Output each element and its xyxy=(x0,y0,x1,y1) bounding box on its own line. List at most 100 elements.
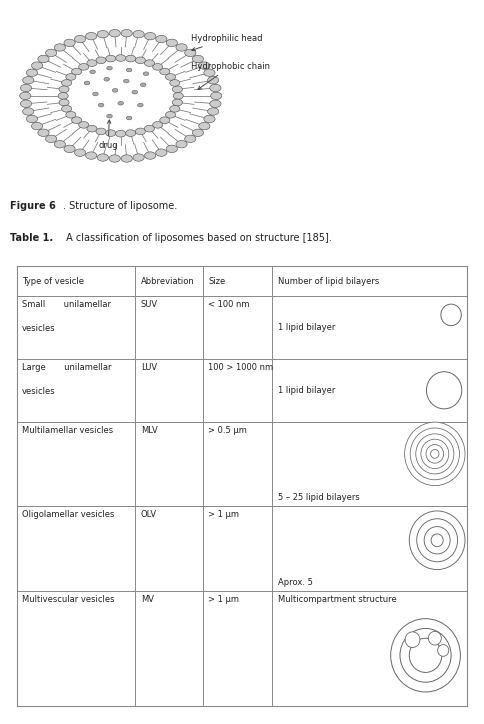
Circle shape xyxy=(64,146,75,153)
Circle shape xyxy=(400,628,451,682)
Text: SUV: SUV xyxy=(141,300,158,309)
Text: > 1 μm: > 1 μm xyxy=(208,595,239,604)
Circle shape xyxy=(26,69,38,77)
Circle shape xyxy=(98,104,104,107)
Circle shape xyxy=(59,86,69,93)
Circle shape xyxy=(121,30,132,37)
Circle shape xyxy=(116,55,126,62)
Circle shape xyxy=(75,149,86,156)
Circle shape xyxy=(152,122,163,128)
Text: Number of lipid bilayers: Number of lipid bilayers xyxy=(278,277,379,285)
Text: vesicles: vesicles xyxy=(22,324,56,333)
Circle shape xyxy=(166,39,178,46)
Circle shape xyxy=(121,155,132,162)
Circle shape xyxy=(173,93,183,99)
Circle shape xyxy=(109,155,121,162)
Text: drug: drug xyxy=(98,120,118,150)
Circle shape xyxy=(426,371,462,409)
Circle shape xyxy=(391,619,460,692)
Circle shape xyxy=(156,149,167,156)
Circle shape xyxy=(61,106,72,112)
Text: > 1 μm: > 1 μm xyxy=(208,510,239,519)
Text: A classification of liposomes based on structure [185].: A classification of liposomes based on s… xyxy=(63,233,332,243)
Circle shape xyxy=(112,88,118,92)
Circle shape xyxy=(211,92,222,100)
Circle shape xyxy=(23,108,34,115)
Circle shape xyxy=(61,80,72,86)
Circle shape xyxy=(166,74,176,80)
Circle shape xyxy=(405,422,465,486)
Text: Multilamellar vesicles: Multilamellar vesicles xyxy=(22,426,113,434)
Circle shape xyxy=(126,55,136,62)
Circle shape xyxy=(118,101,123,105)
Circle shape xyxy=(421,439,449,468)
Circle shape xyxy=(441,304,461,326)
Circle shape xyxy=(143,72,149,75)
Text: LUV: LUV xyxy=(141,363,157,371)
Circle shape xyxy=(59,99,69,106)
Circle shape xyxy=(417,519,457,562)
Circle shape xyxy=(428,631,441,645)
Circle shape xyxy=(20,84,31,92)
Circle shape xyxy=(185,49,196,56)
Circle shape xyxy=(166,146,178,153)
Circle shape xyxy=(79,64,89,70)
Circle shape xyxy=(204,69,215,77)
Circle shape xyxy=(15,27,226,165)
Text: 100 > 1000 nm: 100 > 1000 nm xyxy=(208,363,273,371)
Circle shape xyxy=(26,115,38,122)
Text: Type of vesicle: Type of vesicle xyxy=(22,277,84,285)
Circle shape xyxy=(106,55,116,62)
Circle shape xyxy=(185,135,196,143)
Circle shape xyxy=(416,434,454,474)
Circle shape xyxy=(405,632,420,647)
Circle shape xyxy=(54,140,65,148)
Circle shape xyxy=(20,92,31,100)
Circle shape xyxy=(72,68,82,75)
Circle shape xyxy=(410,428,459,480)
Circle shape xyxy=(87,60,97,67)
Circle shape xyxy=(176,43,187,51)
Circle shape xyxy=(172,99,182,106)
Circle shape xyxy=(58,93,68,99)
Circle shape xyxy=(116,130,126,137)
Text: Hydrophobic chain: Hydrophobic chain xyxy=(191,62,270,89)
Circle shape xyxy=(96,128,106,135)
Text: 1 lipid bilayer: 1 lipid bilayer xyxy=(278,323,335,332)
Circle shape xyxy=(104,77,109,81)
Circle shape xyxy=(132,90,137,94)
Text: Multicompartment structure: Multicompartment structure xyxy=(278,595,396,604)
Circle shape xyxy=(97,153,108,161)
Circle shape xyxy=(426,445,444,463)
Text: MLV: MLV xyxy=(141,426,157,434)
Circle shape xyxy=(160,68,170,75)
Text: < 100 nm: < 100 nm xyxy=(208,300,250,309)
Circle shape xyxy=(123,79,129,83)
Circle shape xyxy=(92,92,98,96)
Circle shape xyxy=(133,153,144,161)
Circle shape xyxy=(210,100,221,107)
Circle shape xyxy=(431,534,443,547)
Text: 5 – 25 lipid bilayers: 5 – 25 lipid bilayers xyxy=(278,494,360,502)
Circle shape xyxy=(204,115,215,122)
Text: Oligolamellar vesicles: Oligolamellar vesicles xyxy=(22,510,115,519)
Text: Hydrophilic head: Hydrophilic head xyxy=(191,34,262,51)
Circle shape xyxy=(136,57,146,64)
Circle shape xyxy=(208,108,219,115)
Text: MV: MV xyxy=(141,595,154,604)
Text: Small       unilamellar: Small unilamellar xyxy=(22,300,111,309)
Circle shape xyxy=(45,49,57,56)
Circle shape xyxy=(106,67,112,70)
Circle shape xyxy=(192,55,204,63)
Circle shape xyxy=(106,130,116,136)
Circle shape xyxy=(156,35,167,43)
Circle shape xyxy=(31,62,43,70)
Circle shape xyxy=(176,140,187,148)
Circle shape xyxy=(54,43,65,51)
Text: OLV: OLV xyxy=(141,510,157,519)
Circle shape xyxy=(145,33,156,40)
Circle shape xyxy=(210,84,221,92)
Circle shape xyxy=(172,86,182,93)
Circle shape xyxy=(106,114,112,118)
Text: Large       unilamellar: Large unilamellar xyxy=(22,363,112,371)
